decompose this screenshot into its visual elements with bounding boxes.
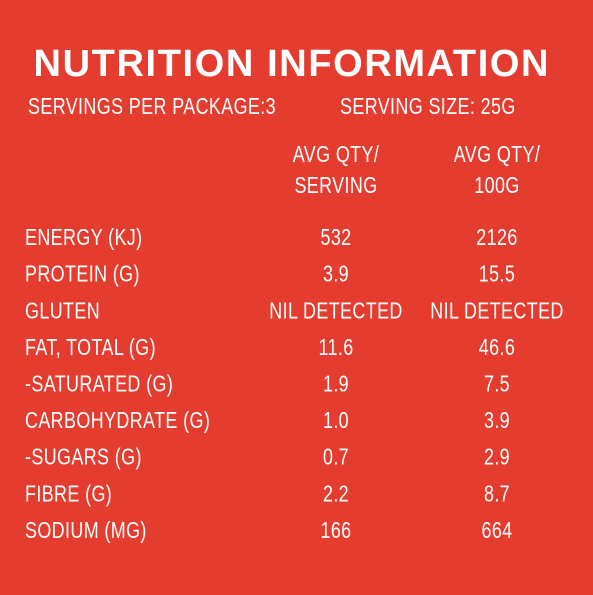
- row-label: SODIUM (MG): [25, 518, 147, 544]
- serving-size: SERVING SIZE: 25G: [340, 94, 516, 120]
- per-100g: 8.7: [484, 481, 510, 507]
- per-serving: 532: [320, 225, 351, 251]
- per-100g: 7.5: [484, 371, 510, 397]
- per-100g: 2.9: [484, 445, 510, 471]
- per-serving: 11.6: [318, 335, 353, 361]
- per-100g: 15.5: [479, 262, 515, 288]
- row-label: PROTEIN (G): [25, 262, 140, 288]
- per-serving: 1.0: [323, 408, 349, 434]
- row-label: ENERGY (KJ): [25, 225, 143, 251]
- per-100g: 3.9: [484, 408, 510, 434]
- servings: SERVINGS PER PACKAGE:3: [28, 94, 276, 120]
- per-100g: 664: [481, 518, 512, 544]
- column-header: AVG QTY/: [293, 142, 379, 168]
- per-serving: NIL DETECTED: [269, 298, 402, 324]
- column-header: 100G: [474, 173, 519, 199]
- per-serving: 2.2: [323, 481, 349, 507]
- row-label: CARBOHYDRATE (G): [25, 408, 210, 434]
- per-serving: 0.7: [323, 445, 349, 471]
- per-serving: 3.9: [323, 262, 349, 288]
- per-serving: 166: [320, 518, 351, 544]
- row-label: GLUTEN: [25, 298, 100, 324]
- per-serving: 1.9: [323, 371, 349, 397]
- row-label: -SATURATED (G): [25, 371, 173, 397]
- column-header: SERVING: [294, 173, 377, 199]
- row-label: FIBRE (G): [25, 481, 112, 507]
- row-label: -SUGARS (G): [25, 445, 142, 471]
- per-100g: 46.6: [479, 335, 515, 361]
- title: NUTRITION INFORMATION: [34, 43, 549, 85]
- per-100g: 2126: [476, 225, 517, 251]
- column-header: AVG QTY/: [454, 142, 540, 168]
- per-100g: NIL DETECTED: [430, 298, 563, 324]
- row-label: FAT, TOTAL (G): [25, 335, 156, 361]
